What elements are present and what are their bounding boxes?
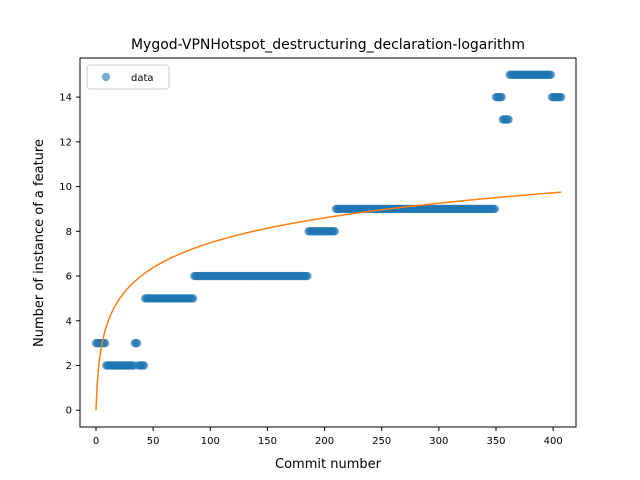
legend-box	[86, 64, 170, 90]
data-point	[490, 204, 500, 214]
y-axis-label: Number of instance of a feature	[32, 139, 47, 347]
x-tick-label: 400	[544, 436, 563, 447]
y-tick-label: 4	[66, 316, 72, 327]
fit-line	[95, 191, 562, 411]
chart-title: Mygod-VPNHotspot_destructuring_declarati…	[131, 37, 525, 53]
y-tick-label: 8	[66, 227, 72, 238]
data-point	[504, 115, 513, 124]
data-point	[132, 338, 142, 348]
plot-area	[79, 57, 577, 428]
x-tick-label: 150	[258, 436, 277, 447]
x-tick-label: 250	[372, 436, 391, 447]
data-point	[303, 271, 312, 281]
data-point	[139, 361, 149, 370]
y-tick-label: 2	[66, 361, 72, 372]
y-axis-ticks: 0 2 4 6 8 10 12 14	[59, 93, 80, 417]
y-tick-label: 10	[59, 182, 72, 193]
y-tick-label: 6	[66, 272, 72, 283]
y-tick-label: 12	[59, 137, 72, 148]
x-axis-ticks: 0 50 100 150 200 250 300 350 400	[93, 427, 563, 447]
x-tick-label: 0	[93, 436, 99, 447]
legend-label: data	[131, 73, 154, 84]
data-point	[330, 227, 340, 236]
legend-marker	[101, 72, 111, 82]
data-point	[188, 294, 198, 303]
x-tick-label: 300	[429, 436, 448, 447]
data-point	[497, 92, 506, 102]
x-tick-label: 350	[486, 436, 505, 447]
data-point	[556, 92, 566, 102]
x-axis-label: Commit number	[275, 457, 382, 472]
axes-frame	[79, 57, 577, 428]
x-tick-label: 200	[315, 436, 334, 447]
data-point	[546, 70, 556, 79]
x-tick-label: 100	[201, 436, 220, 447]
legend: data	[86, 64, 170, 90]
y-tick-label: 14	[59, 93, 72, 104]
x-tick-label: 50	[147, 436, 160, 447]
y-tick-label: 0	[66, 406, 72, 417]
